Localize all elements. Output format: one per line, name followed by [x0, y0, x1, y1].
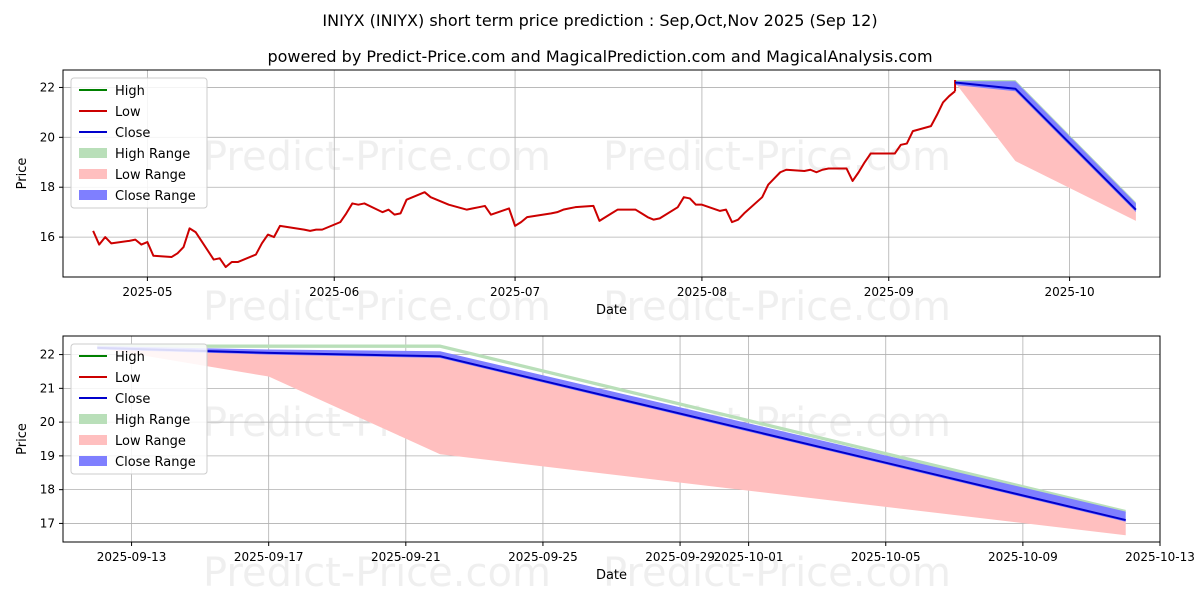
y-axis-label: Price	[15, 158, 30, 190]
legend: High Low Close High Range Low Range Close Ran…	[70, 77, 208, 209]
watermark-text: Predict-Price.com	[203, 550, 551, 596]
legend-low-range-swatch	[79, 435, 107, 445]
y-tick-label: 18	[40, 483, 55, 497]
x-tick-label: 2025-09-29	[645, 550, 715, 564]
legend-high-label: High	[115, 84, 145, 99]
x-axis-label: Date	[596, 303, 627, 318]
y-tick-label: 16	[40, 230, 55, 244]
legend-low-range-swatch	[79, 169, 107, 179]
x-axis: 2025-05 2025-06 2025-07 2025-08 2025-09 2025-…	[122, 277, 1095, 299]
legend-close-label: Close	[115, 126, 150, 141]
y-tick-label: 19	[40, 449, 55, 463]
legend: High Low Close High Range Low Range Close Ran…	[70, 343, 208, 475]
top-chart-panel: Predict-Price.com Predict-Price.com Predic…	[15, 69, 1161, 330]
x-axis: 2025-09-13 2025-09-17 2025-09-21 2025-09-25…	[97, 542, 1195, 564]
x-tick-label: 2025-10-09	[988, 550, 1058, 564]
x-tick-label: 2025-09-25	[508, 550, 578, 564]
x-tick-label: 2025-08	[677, 285, 727, 299]
legend-high-range-label: High Range	[115, 147, 190, 162]
y-axis-label: Price	[15, 423, 30, 455]
legend-high-range-label: High Range	[115, 413, 190, 428]
legend-low-range-label: Low Range	[115, 434, 186, 449]
x-tick-label: 2025-09-17	[234, 550, 304, 564]
axes-frame	[62, 335, 1161, 543]
y-axis: 17 18 19 20 21 22	[40, 348, 63, 530]
x-tick-label: 2025-10-13	[1125, 550, 1195, 564]
y-tick-label: 18	[40, 180, 55, 194]
legend-close-label: Close	[115, 392, 150, 407]
watermark-text: Predict-Price.com	[603, 134, 951, 180]
chart-subtitle: powered by Predict-Price.com and Magical…	[267, 47, 932, 66]
y-tick-label: 20	[40, 415, 55, 429]
x-tick-label: 2025-09	[864, 285, 914, 299]
y-tick-label: 22	[40, 348, 55, 362]
legend-high-label: High	[115, 350, 145, 365]
legend-close-range-label: Close Range	[115, 455, 196, 470]
x-tick-label: 2025-10-05	[851, 550, 921, 564]
watermark-text: Predict-Price.com	[203, 284, 551, 330]
low-history-line	[92, 90, 956, 269]
close-forecast-line	[954, 81, 1137, 211]
legend-close-range-swatch	[79, 456, 107, 466]
x-tick-label: 2025-10-01	[714, 550, 784, 564]
legend-low-range-label: Low Range	[115, 168, 186, 183]
y-tick-label: 20	[40, 130, 55, 144]
low-range-area	[955, 82, 1136, 221]
legend-close-range-label: Close Range	[115, 189, 196, 204]
y-tick-label: 21	[40, 381, 55, 395]
watermark-text: Predict-Price.com	[203, 134, 551, 180]
watermark: Predict-Price.com Predict-Price.com Predic…	[203, 134, 951, 330]
x-tick-label: 2025-09-13	[97, 550, 167, 564]
axes-frame	[62, 69, 1161, 278]
legend-low-label: Low	[115, 371, 141, 386]
legend-low-label: Low	[115, 105, 141, 120]
y-axis: 16 18 20 22	[40, 80, 63, 244]
y-tick-label: 17	[40, 516, 55, 530]
plot-area	[92, 79, 1137, 269]
legend-high-range-swatch	[79, 148, 107, 158]
watermark-text: Predict-Price.com	[603, 284, 951, 330]
legend-high-range-swatch	[79, 414, 107, 424]
x-tick-label: 2025-07	[490, 285, 540, 299]
watermark-text: Predict-Price.com	[603, 550, 951, 596]
x-tick-label: 2025-09-21	[371, 550, 441, 564]
x-tick-label: 2025-05	[122, 285, 172, 299]
x-tick-label: 2025-10	[1045, 285, 1095, 299]
grid	[63, 70, 1160, 277]
low-range-area	[97, 347, 1126, 536]
chart-title: INIYX (INIYX) short term price predictio…	[322, 11, 877, 30]
x-axis-label: Date	[596, 568, 627, 583]
x-tick-label: 2025-06	[309, 285, 359, 299]
legend-close-range-swatch	[79, 190, 107, 200]
y-tick-label: 22	[40, 80, 55, 94]
